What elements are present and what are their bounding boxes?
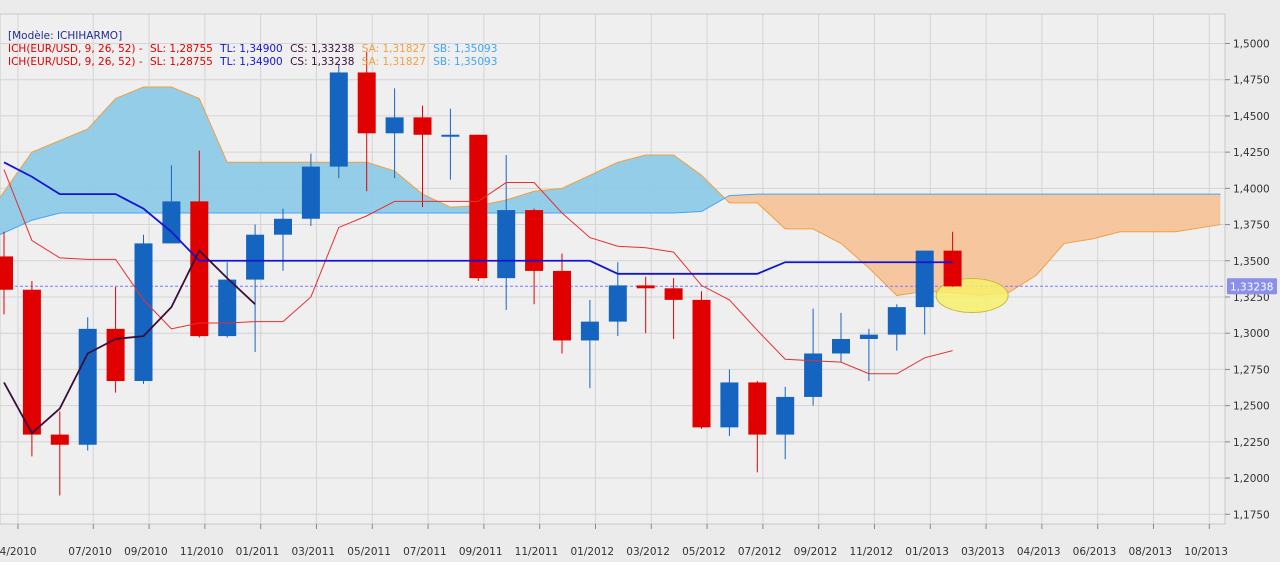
y-tick-label: 1,5000 — [1233, 38, 1270, 50]
y-tick-label: 1,2500 — [1233, 401, 1270, 413]
legend-sb: SB: 1,35093 — [433, 56, 498, 68]
x-tick-label: 10/2013 — [1184, 546, 1228, 558]
candle-body — [218, 279, 237, 337]
candle-body — [413, 117, 432, 135]
candle-body — [887, 307, 906, 335]
x-tick-label: 11/2012 — [849, 546, 893, 558]
legend-row-2: ICH(EUR/USD, 9, 26, 52) - SL: 1,28755 TL… — [8, 56, 501, 69]
x-tick-label: 08/2013 — [1128, 546, 1172, 558]
candle-body — [497, 210, 516, 279]
legend-indicator-name: ICH(EUR/USD, 9, 26, 52) - — [8, 43, 143, 55]
legend-sa: SA: 1,31827 — [361, 43, 426, 55]
candle-body — [441, 134, 460, 137]
kumo-cloud — [0, 86, 724, 235]
y-tick-label: 1,2750 — [1233, 364, 1270, 376]
candle-body — [134, 243, 153, 382]
candle-body — [915, 250, 934, 308]
candle-body — [748, 382, 767, 435]
candle-body — [608, 285, 627, 322]
candle-body — [525, 210, 544, 271]
legend-cs: CS: 1,33238 — [290, 56, 355, 68]
y-tick-label: 1,4250 — [1233, 147, 1270, 159]
candle-body — [22, 289, 41, 435]
y-tick-label: 1,3250 — [1233, 292, 1270, 304]
x-tick-label: 01/2012 — [570, 546, 614, 558]
candle-body — [859, 334, 878, 339]
candle-body — [943, 250, 962, 287]
x-tick-label: 09/2011 — [459, 546, 503, 558]
legend: [Modèle: ICHIHARMO] ICH(EUR/USD, 9, 26, … — [8, 30, 501, 69]
legend-sl: SL: 1,28755 — [150, 43, 213, 55]
model-label: [Modèle: ICHIHARMO] — [8, 30, 123, 42]
candle-body — [804, 353, 823, 397]
y-tick-label: 1,4000 — [1233, 183, 1270, 195]
candle-body — [580, 321, 599, 341]
y-tick-label: 1,4500 — [1233, 111, 1270, 123]
candle-body — [776, 396, 795, 435]
y-tick-label: 1,3500 — [1233, 256, 1270, 268]
candle-body — [246, 234, 265, 280]
y-tick-label: 1,3000 — [1233, 328, 1270, 340]
candle-body — [692, 299, 711, 428]
x-tick-label: 04/2010 — [0, 546, 37, 558]
y-tick-label: 1,4750 — [1233, 75, 1270, 87]
tenkan-sen-line — [3, 169, 953, 375]
candle-body — [190, 201, 209, 337]
highlight-ellipse — [935, 278, 1009, 314]
x-tick-label: 09/2010 — [124, 546, 168, 558]
x-tick-label: 05/2012 — [682, 546, 726, 558]
candle-body — [553, 270, 571, 341]
x-tick-label: 11/2010 — [180, 546, 224, 558]
legend-tl: TL: 1,34900 — [220, 43, 283, 55]
candle-body — [385, 117, 404, 134]
y-tick-label: 1,1750 — [1233, 509, 1270, 521]
y-tick-label: 1,2250 — [1233, 437, 1270, 449]
senkou-span-a-line — [0, 86, 1221, 297]
y-tick-label: 1,3750 — [1233, 220, 1270, 232]
legend-tl: TL: 1,34900 — [220, 56, 283, 68]
kumo-cloud — [726, 194, 1221, 296]
candle-body — [106, 328, 125, 382]
x-tick-label: 09/2012 — [794, 546, 838, 558]
legend-sl: SL: 1,28755 — [150, 56, 213, 68]
x-tick-label: 07/2010 — [68, 546, 112, 558]
kijun-sen-line — [3, 161, 953, 275]
x-tick-label: 07/2011 — [403, 546, 447, 558]
x-tick-label: 03/2012 — [626, 546, 670, 558]
current-price-label: 1,33238 — [1230, 281, 1273, 293]
candle-body — [832, 338, 850, 354]
legend-cs: CS: 1,33238 — [290, 43, 355, 55]
candle-body — [162, 201, 181, 244]
chikou-span-line — [3, 249, 256, 435]
candle-body — [357, 72, 376, 134]
x-tick-label: 01/2011 — [236, 546, 280, 558]
candle-body — [469, 134, 488, 279]
x-tick-label: 03/2013 — [961, 546, 1005, 558]
candle-body — [720, 382, 739, 428]
legend-sa: SA: 1,31827 — [361, 56, 426, 68]
current-price-badge — [1227, 278, 1277, 295]
x-tick-label: 04/2013 — [1017, 546, 1061, 558]
legend-sb: SB: 1,35093 — [433, 43, 498, 55]
legend-indicator-name: ICH(EUR/USD, 9, 26, 52) - — [8, 56, 143, 68]
candle-body — [301, 166, 320, 219]
x-tick-label: 03/2011 — [291, 546, 335, 558]
x-tick-label: 07/2012 — [738, 546, 782, 558]
candle-body — [274, 218, 292, 235]
x-tick-label: 06/2013 — [1073, 546, 1117, 558]
candle-body — [636, 285, 655, 289]
candle-body — [0, 256, 13, 290]
candle-body — [50, 434, 69, 445]
candle-body — [78, 328, 97, 445]
y-tick-label: 1,2000 — [1233, 473, 1270, 485]
legend-row-1: ICH(EUR/USD, 9, 26, 52) - SL: 1,28755 TL… — [8, 43, 501, 56]
candle-body — [329, 72, 348, 167]
x-tick-label: 05/2011 — [347, 546, 391, 558]
candle-body — [664, 288, 683, 300]
x-tick-label: 01/2013 — [905, 546, 949, 558]
x-tick-label: 11/2011 — [515, 546, 559, 558]
